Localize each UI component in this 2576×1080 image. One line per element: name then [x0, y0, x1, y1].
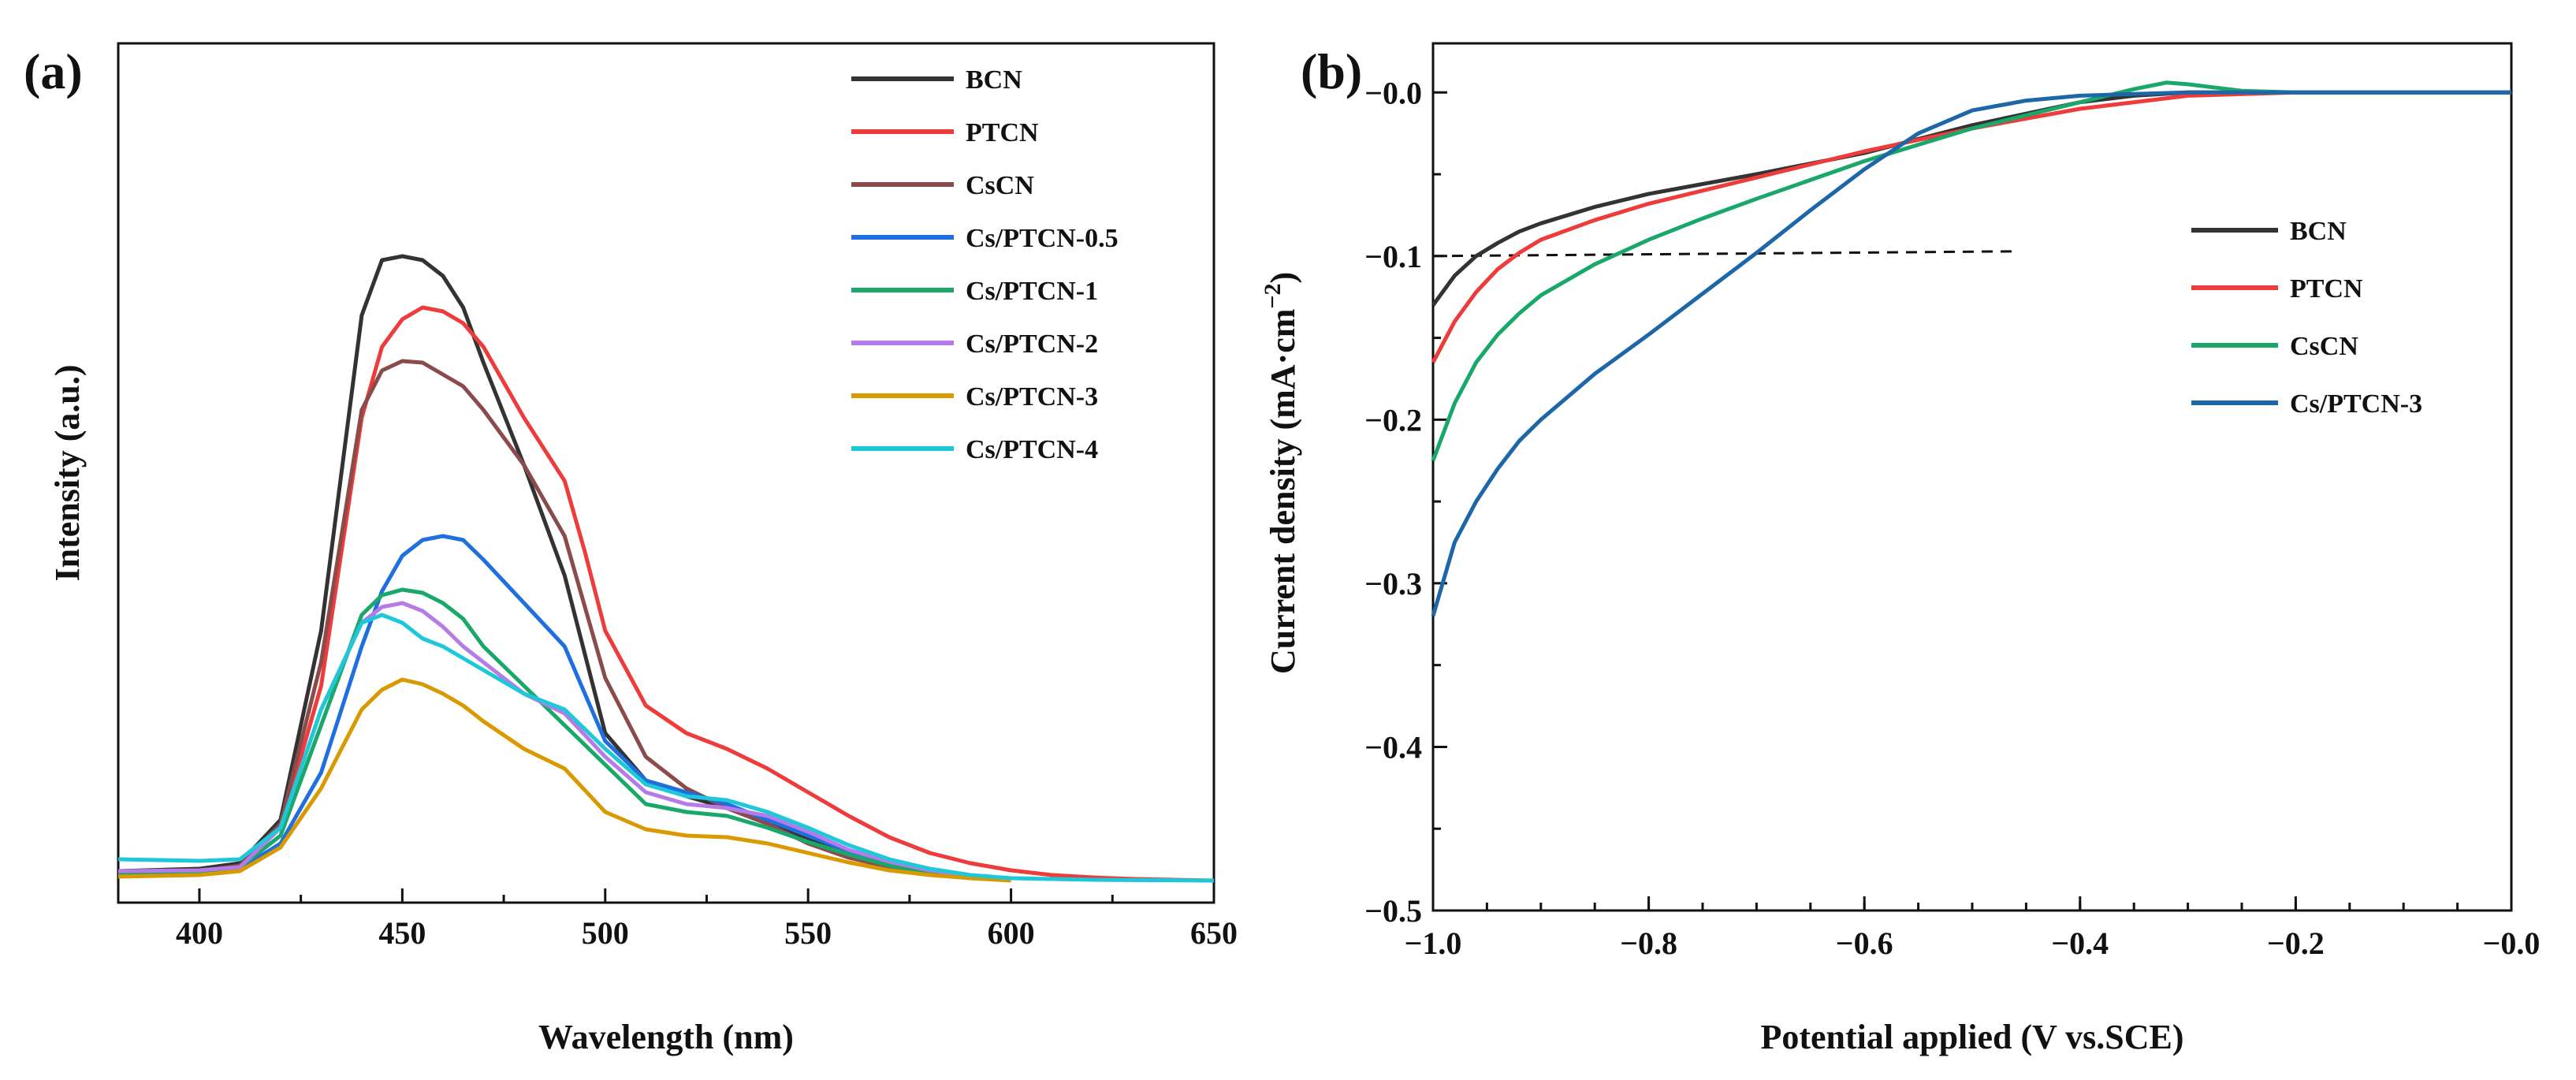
- panel-a-series-line-0: [117, 254, 1011, 882]
- panel-b-y-tick-labels: −0.0 −0.1 −0.2 −0.3 −0.4 −0.5: [1364, 75, 1422, 929]
- panel-a-series-line-6: [117, 677, 1011, 883]
- panel-b-x-tick-label: −0.4: [2051, 925, 2109, 961]
- panel-a-series-line-2: [117, 359, 1011, 882]
- panel-b-series-line-0: [1431, 90, 2511, 307]
- panel-a-x-ticks: [198, 888, 1215, 903]
- panel-b-y-tick-label: −0.5: [1364, 893, 1422, 929]
- panel-a-series: [117, 254, 1215, 883]
- panel-a-x-tick-label: 450: [378, 915, 426, 951]
- panel-b-legend-label: BCN: [2290, 217, 2347, 246]
- panel-b-legend-label: PTCN: [2290, 274, 2363, 304]
- panel-b-frame: [1431, 42, 2513, 912]
- panel-a-x-tick-label: 600: [988, 915, 1035, 951]
- panel-b-y-axis-title-superscript: −2: [1260, 283, 1286, 308]
- panel-b-y-axis-title-main: Current density (mA·cm: [1264, 309, 1302, 675]
- panel-a-legend: BCN PTCN CsCN Cs/PTCN-0.5 Cs/PTCN-1 Cs/PTCN-2…: [851, 65, 1119, 464]
- panel-b-ticks: [1431, 91, 2513, 912]
- panel-a-legend-label: Cs/PTCN-3: [966, 382, 1098, 412]
- panel-b-y-tick-label: −0.1: [1364, 239, 1422, 274]
- panel-a-photoluminescence: (a) 400 450 500 550 600 650 Wavelength (nm) I…: [24, 42, 1238, 1056]
- panel-b-x-tick-labels: −1.0 −0.8 −0.6 −0.4 −0.2 −0.0: [1405, 925, 2541, 961]
- panel-b-series: [1431, 80, 2511, 617]
- panel-b-series-line-1: [1431, 90, 2511, 363]
- panel-b-y-tick-label: −0.2: [1364, 402, 1422, 438]
- panel-b-reference-line: [1432, 250, 2016, 258]
- panel-b-y-axis-title: Current density (mA·cm−2): [1260, 272, 1302, 674]
- panel-b-series-line-2: [1431, 80, 2511, 462]
- panel-a-legend-label: Cs/PTCN-2: [966, 330, 1098, 359]
- panel-b-y-tick-label: −0.4: [1364, 729, 1422, 765]
- panel-a-x-axis-title: Wavelength (nm): [538, 1018, 794, 1056]
- panel-b-lsv: (b) −1.0 −0.8 −0.6 −0.4 −0.2 −0.0 −0.0−0.1−0.…: [1260, 42, 2541, 1056]
- panel-b-x-tick-label: −1.0: [1405, 925, 1462, 961]
- panel-a-series-line-7: [117, 613, 1215, 883]
- panel-b-x-tick-label: −0.0: [2483, 925, 2541, 961]
- panel-b-y-tick-label: −0.3: [1364, 566, 1422, 601]
- panel-b-x-axis-title: Potential applied (V vs.SCE): [1760, 1018, 2183, 1056]
- panel-b-legend-label: CsCN: [2290, 332, 2358, 361]
- panel-a-y-axis-title: Intensity (a.u.): [48, 364, 87, 581]
- panel-a-legend-label: Cs/PTCN-0.5: [966, 224, 1119, 253]
- panel-b-y-axis-title-close: ): [1264, 272, 1302, 284]
- panel-b-label: (b): [1301, 43, 1362, 99]
- panel-b-x-tick-label: −0.2: [2267, 925, 2325, 961]
- panel-a-x-tick-label: 650: [1190, 915, 1238, 951]
- panel-b-x-tick-label: −0.8: [1620, 925, 1677, 961]
- panel-b-series-line-3: [1431, 90, 2511, 617]
- panel-a-x-tick-label: 400: [176, 915, 223, 951]
- panel-a-legend-label: Cs/PTCN-1: [966, 277, 1098, 306]
- panel-a-legend-label: Cs/PTCN-4: [966, 435, 1098, 464]
- panel-b-y-tick-label: −0.0: [1364, 75, 1422, 110]
- panel-b-legend: BCN PTCN CsCN Cs/PTCN-3: [2191, 217, 2422, 419]
- panel-b-legend-label: Cs/PTCN-3: [2290, 389, 2422, 419]
- panel-a-x-tick-labels: 400 450 500 550 600 650: [176, 915, 1238, 951]
- panel-a-frame: [117, 42, 1215, 904]
- panel-a-x-tick-label: 550: [784, 915, 832, 951]
- panel-a-legend-label: CsCN: [966, 171, 1034, 200]
- panel-b-x-tick-label: −0.6: [1836, 925, 1893, 961]
- panel-a-x-tick-label: 500: [582, 915, 629, 951]
- panel-a-series-line-4: [117, 587, 1011, 882]
- panel-a-legend-label: PTCN: [966, 118, 1039, 147]
- panel-a-label: (a): [24, 43, 83, 99]
- panel-a-legend-label: BCN: [966, 65, 1022, 95]
